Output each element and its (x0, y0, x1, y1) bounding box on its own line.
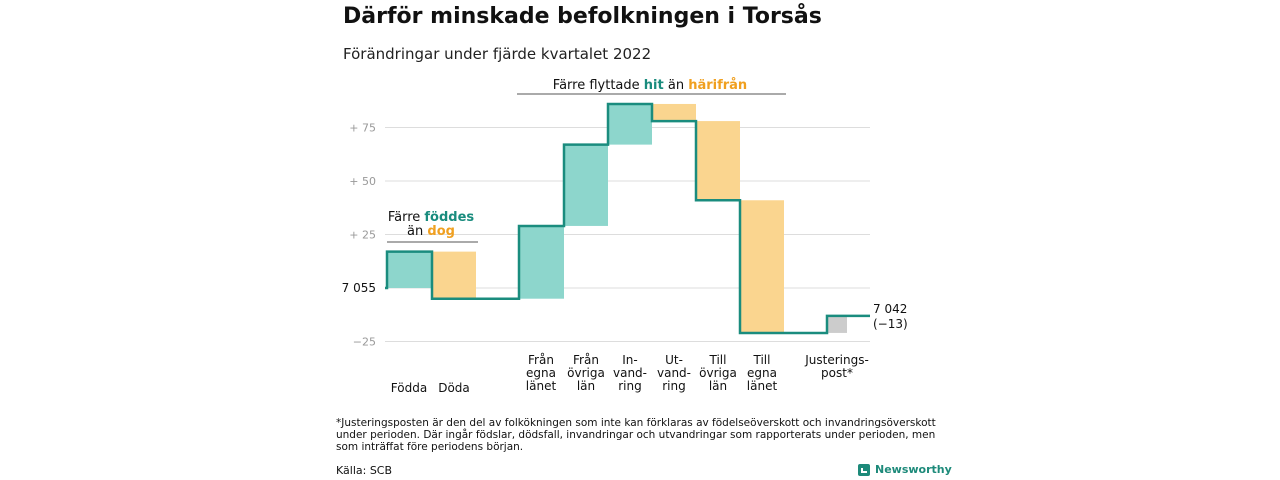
category-label: ring (662, 379, 686, 393)
source-label: Källa: SCB (336, 464, 393, 477)
category-label: Till (709, 353, 727, 367)
footnote: *Justeringsposten är den del av folkökni… (336, 417, 936, 453)
y-tick-label: + 25 (349, 229, 376, 242)
category-label: län (577, 379, 595, 393)
annotation-birth-line2: än dog (407, 224, 455, 239)
brand-logo[interactable]: Newsworthy (858, 463, 952, 476)
category-label: Från (528, 353, 554, 367)
chart-title: Därför minskade befolkningen i Torsås (343, 4, 822, 29)
category-label: Döda (438, 381, 470, 395)
bar-3 (564, 144, 608, 226)
end-change-label: (−13) (873, 317, 908, 331)
category-label: Födda (391, 381, 427, 395)
annotation-migration: Färre flyttade hit än härifrån (553, 78, 747, 93)
category-label: In- (622, 353, 637, 367)
brand-name: Newsworthy (875, 463, 952, 476)
bar-5 (652, 103, 696, 122)
bar-1 (432, 251, 476, 299)
category-label: län (709, 379, 727, 393)
start-value-label: 7 055 (342, 281, 376, 295)
bar-6 (696, 121, 740, 201)
category-label: övriga (699, 366, 737, 380)
chart-icon (858, 463, 870, 476)
chart-subtitle: Förändringar under fjärde kvartalet 2022 (343, 45, 652, 63)
category-label: Till (753, 353, 771, 367)
bar-0 (387, 251, 432, 288)
category-label: Justerings- (804, 353, 869, 367)
category-label: ring (618, 379, 642, 393)
category-label: Från (573, 353, 599, 367)
category-label: övriga (567, 366, 605, 380)
category-label: länet (747, 379, 778, 393)
bar-2 (519, 225, 564, 299)
category-label: länet (526, 379, 557, 393)
annotation-birth-line1: Färre föddes (388, 210, 475, 225)
category-label: Ut- (665, 353, 683, 367)
bar-7 (740, 200, 784, 333)
category-label: vand- (613, 366, 647, 380)
series-line (385, 102, 870, 335)
y-tick-label: −25 (353, 336, 376, 349)
category-label: post* (821, 366, 853, 380)
end-value-label: 7 042 (873, 302, 907, 316)
category-label: egna (747, 366, 777, 380)
category-label: vand- (657, 366, 691, 380)
y-tick-label: + 75 (349, 122, 376, 135)
bar-8 (827, 315, 847, 333)
category-label: egna (526, 366, 556, 380)
bar-4 (608, 103, 652, 145)
waterfall-chart: + 75 + 50 + 25 −25 7 055 7 042(−13) Födda Döda F… (342, 78, 908, 395)
y-tick-label: + 50 (349, 175, 376, 188)
